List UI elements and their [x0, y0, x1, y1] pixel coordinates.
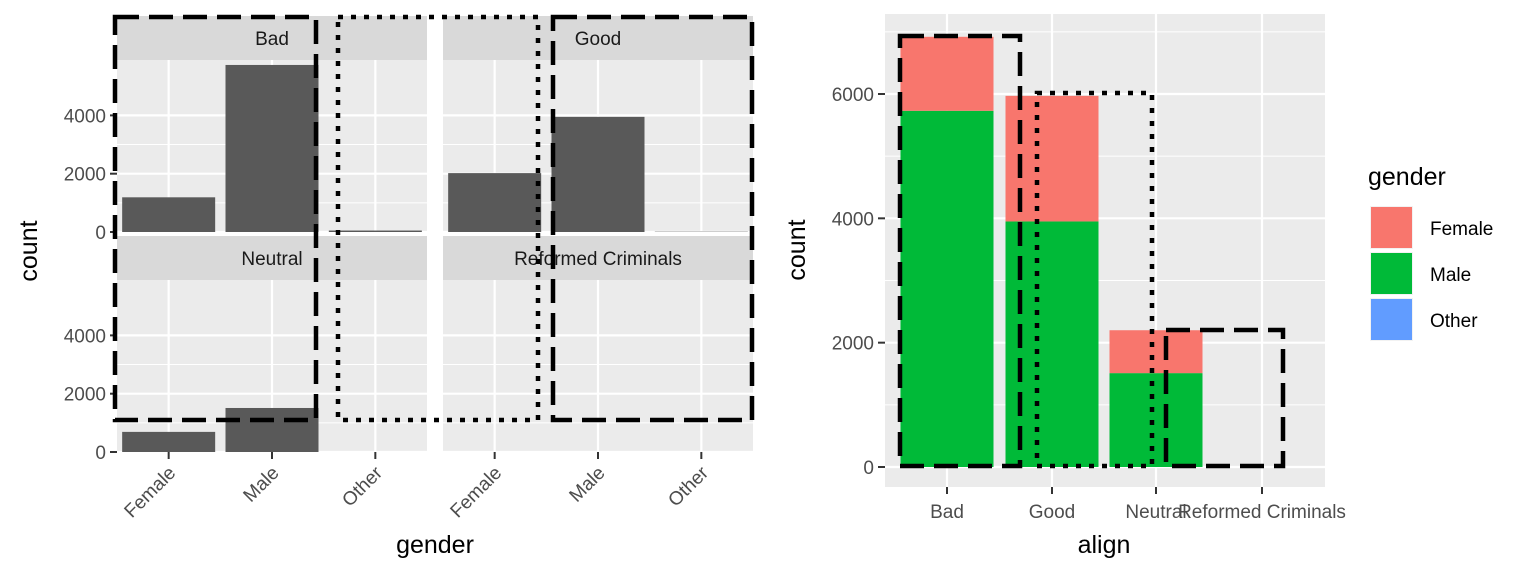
dashed-region-box	[897, 33, 1023, 469]
dashed-region-box	[112, 14, 319, 423]
y-tick-label: 2000	[64, 165, 106, 186]
facet-strip-label: Good	[575, 29, 621, 50]
stacked-bar-segment	[900, 110, 994, 467]
facet-panel: Good	[443, 16, 753, 234]
stacked-bar-segment	[900, 36, 994, 111]
y-tick-label: 2000	[64, 385, 106, 406]
dashed-region-box	[550, 14, 755, 423]
bar	[122, 431, 216, 452]
x-tick-label: Male	[240, 463, 284, 507]
x-tick-label: Male	[566, 463, 610, 507]
dashed-region-box	[1163, 327, 1286, 469]
faceted-bar-chart: Bad 0 2000 4000 Good Neutral 0 2000 4000 Female Ma…	[15, 16, 753, 559]
facet-strip	[117, 236, 427, 280]
bar	[551, 116, 645, 232]
legend-label: Other	[1430, 311, 1478, 332]
facet-panel: Bad 0 2000 4000	[64, 16, 427, 244]
x-tick-label: Neutral	[1125, 502, 1186, 523]
bar	[448, 173, 542, 232]
y-axis-title: count	[783, 219, 811, 280]
facet-strip-label: Neutral	[241, 249, 302, 270]
dashed-overlay-annotations	[112, 14, 1286, 469]
legend-label: Female	[1430, 219, 1493, 240]
y-tick-label: 2000	[832, 334, 874, 355]
x-axis-title: align	[1078, 531, 1131, 559]
bar	[225, 407, 319, 452]
legend: gender Female Male Other	[1368, 163, 1493, 341]
dotted-region-box	[335, 14, 541, 423]
y-tick-label: 4000	[832, 209, 874, 230]
legend-key-swatch	[1371, 207, 1412, 248]
y-tick-label: 0	[95, 223, 106, 244]
facet-panel: Reformed Criminals Female Male Other	[443, 236, 753, 522]
bar	[122, 197, 216, 232]
legend-label: Male	[1430, 265, 1471, 286]
y-axis-title: count	[15, 220, 43, 281]
facet-strip	[117, 16, 427, 60]
facet-strip-label: Reformed Criminals	[514, 249, 682, 270]
x-tick-label: Other	[338, 462, 387, 511]
legend-key-swatch	[1371, 253, 1412, 294]
x-tick-label: Bad	[930, 502, 964, 523]
bar	[328, 230, 422, 232]
y-tick-label: 0	[95, 443, 106, 464]
facet-strip	[443, 236, 753, 280]
stacked-bar-segment	[1109, 373, 1203, 467]
x-tick-label: Reformed Criminals	[1178, 502, 1346, 523]
y-tick-label: 6000	[832, 85, 874, 106]
x-axis-title: gender	[396, 531, 474, 559]
x-tick-label: Female	[447, 463, 507, 523]
x-tick-label: Female	[121, 463, 181, 523]
y-tick-label: 4000	[64, 326, 106, 347]
stacked-bar-segment	[1109, 330, 1203, 374]
legend-title: gender	[1368, 163, 1446, 191]
y-tick-label: 4000	[64, 106, 106, 127]
bar	[225, 64, 319, 232]
x-tick-label: Good	[1029, 502, 1075, 523]
y-tick-label: 0	[863, 458, 874, 479]
facet-strip	[443, 16, 753, 60]
facet-panel: Neutral 0 2000 4000 Female Male Other	[64, 236, 427, 522]
legend-key-swatch	[1371, 299, 1412, 340]
facet-strip-label: Bad	[255, 29, 289, 50]
x-tick-label: Other	[664, 462, 713, 511]
